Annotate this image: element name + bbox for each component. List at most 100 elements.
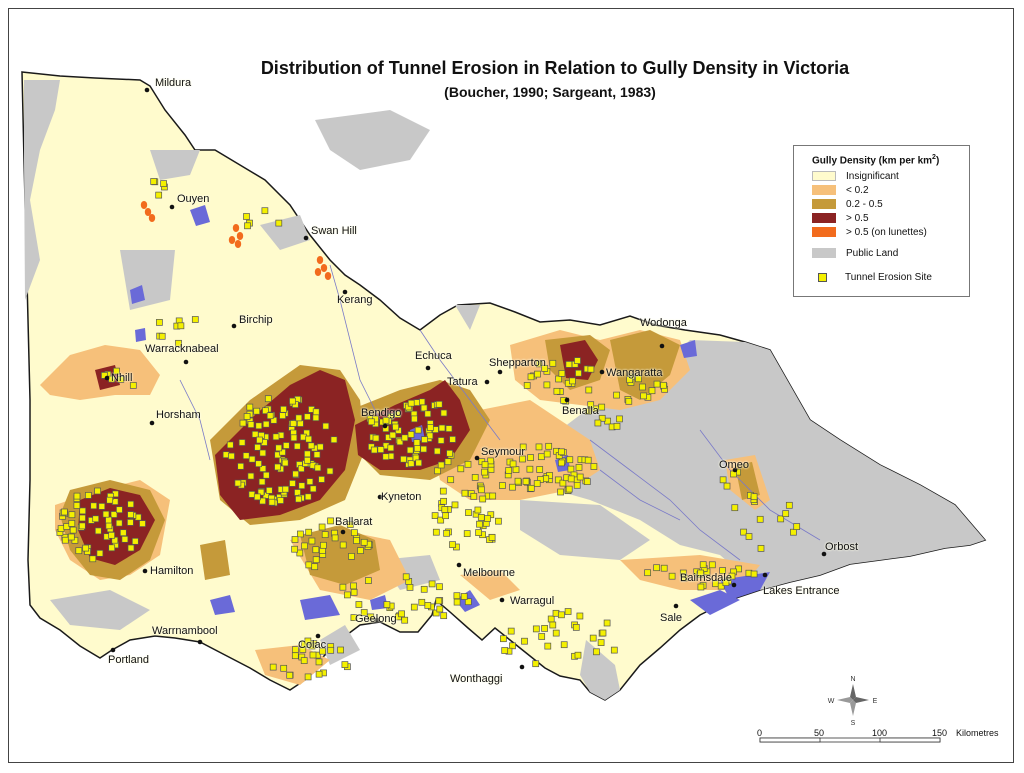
town-dot — [821, 551, 827, 557]
tunnel-erosion-site-marker — [436, 605, 444, 613]
tunnel-erosion-site-marker — [471, 474, 479, 481]
tunnel-erosion-site-marker — [286, 671, 294, 679]
tunnel-erosion-site-marker — [509, 483, 516, 491]
tunnel-erosion-site-marker — [435, 400, 443, 408]
tunnel-erosion-site-marker — [593, 648, 600, 656]
town-dot — [197, 639, 203, 645]
tunnel-erosion-site-marker — [277, 497, 284, 504]
tunnel-erosion-site-marker — [272, 433, 280, 441]
tunnel-erosion-site-marker — [289, 397, 296, 405]
tunnel-erosion-site-marker — [406, 446, 414, 454]
tunnel-erosion-site-marker — [697, 583, 705, 591]
tunnel-erosion-site-marker — [105, 522, 113, 530]
tunnel-erosion-site-marker — [291, 545, 298, 553]
tunnel-erosion-site-marker — [239, 419, 247, 427]
tunnel-erosion-site-marker — [281, 459, 289, 467]
tunnel-erosion-site-marker — [584, 456, 592, 464]
tunnel-erosion-site-marker — [255, 460, 262, 468]
water-body — [690, 590, 740, 615]
tunnel-erosion-site-marker — [589, 634, 597, 642]
tunnel-erosion-site-marker — [598, 403, 606, 411]
tunnel-erosion-site-marker — [439, 487, 447, 495]
tunnel-erosion-site-marker — [453, 598, 461, 606]
tunnel-erosion-site-marker — [434, 467, 441, 475]
tunnel-erosion-site-marker — [253, 407, 261, 415]
tunnel-erosion-site-marker — [740, 528, 747, 536]
tunnel-erosion-site-marker — [262, 407, 269, 415]
legend-item-mid: 0.2 - 0.5 — [812, 198, 883, 210]
lunette-patch — [148, 214, 156, 222]
tunnel-erosion-site-marker — [512, 466, 520, 473]
tunnel-erosion-site-marker — [382, 416, 390, 424]
water-body — [680, 340, 697, 358]
tunnel-erosion-site-marker — [558, 459, 565, 467]
tunnel-erosion-site-marker — [639, 383, 646, 391]
tunnel-erosion-site-marker — [782, 510, 790, 517]
tunnel-erosion-site-marker — [318, 476, 325, 483]
tunnel-erosion-site-marker — [320, 541, 327, 549]
tunnel-erosion-site-marker — [191, 316, 199, 323]
tunnel-erosion-site-marker — [131, 537, 139, 545]
tunnel-erosion-site-marker — [599, 629, 607, 637]
gully-mid-area — [735, 462, 760, 500]
tunnel-erosion-site-marker — [243, 213, 250, 220]
tunnel-erosion-site-marker — [264, 395, 272, 403]
tunnel-erosion-site-marker — [410, 603, 418, 611]
tunnel-erosion-site-marker — [243, 413, 251, 420]
tunnel-erosion-site-marker — [532, 660, 540, 668]
tunnel-erosion-site-marker — [435, 597, 443, 605]
tunnel-erosion-site-marker — [558, 611, 565, 619]
tunnel-erosion-site-marker — [499, 482, 506, 489]
tunnel-erosion-site-marker — [474, 506, 482, 514]
tunnel-erosion-site-marker — [382, 453, 390, 461]
tunnel-erosion-site-marker — [437, 461, 445, 469]
town-dot — [340, 529, 346, 535]
tunnel-erosion-site-marker — [127, 511, 134, 518]
place-label: Tatura — [447, 376, 478, 388]
tunnel-erosion-site-marker — [543, 450, 551, 458]
lunette-patch — [314, 268, 322, 276]
tunnel-erosion-site-marker — [78, 522, 86, 530]
tunnel-erosion-site-marker — [719, 476, 727, 484]
tunnel-erosion-site-marker — [262, 420, 270, 428]
tunnel-erosion-site-marker — [282, 442, 290, 449]
place-label: Horsham — [156, 409, 201, 421]
tunnel-erosion-site-marker — [790, 528, 797, 536]
scale-tick-label: 100 — [872, 728, 888, 738]
tunnel-erosion-site-marker — [558, 370, 566, 377]
tunnel-erosion-site-marker — [331, 534, 339, 542]
tunnel-erosion-site-marker — [113, 367, 120, 375]
place-label: Kyneton — [381, 491, 422, 503]
tunnel-erosion-site-marker — [441, 506, 449, 513]
tunnel-erosion-site-marker — [370, 446, 378, 454]
tunnel-erosion-site-marker — [269, 663, 277, 671]
tunnel-erosion-site-marker — [722, 579, 730, 586]
tunnel-erosion-site-marker — [367, 613, 375, 621]
tunnel-erosion-site-marker — [426, 432, 434, 440]
tunnel-erosion-site-marker — [85, 492, 92, 499]
tunnel-erosion-site-marker — [407, 431, 415, 438]
tunnel-erosion-site-marker — [326, 467, 334, 475]
town-dot — [382, 423, 388, 429]
tunnel-erosion-site-marker — [470, 492, 478, 500]
tunnel-erosion-site-marker — [440, 612, 448, 620]
tunnel-erosion-site-marker — [258, 478, 266, 486]
water-body — [135, 328, 146, 342]
tunnel-erosion-site-marker — [389, 431, 397, 439]
place-label: Omeo — [719, 459, 749, 471]
tunnel-erosion-site-marker — [304, 413, 311, 421]
tunnel-erosion-site-marker — [526, 465, 534, 473]
legend-label: < 0.2 — [846, 184, 869, 196]
tunnel-erosion-site-marker — [353, 537, 360, 544]
tunnel-erosion-site-marker — [94, 527, 102, 535]
place-label: Ouyen — [177, 193, 210, 205]
tunnel-erosion-site-marker — [668, 572, 676, 580]
public-land-area — [50, 590, 150, 630]
town-dot — [231, 323, 237, 329]
tunnel-erosion-site-marker — [387, 444, 395, 452]
tunnel-erosion-site-marker — [449, 541, 456, 548]
tunnel-erosion-site-marker — [442, 512, 449, 520]
tunnel-erosion-site-marker — [67, 533, 75, 541]
tunnel-erosion-site-marker — [427, 424, 434, 431]
place-label: Melbourne — [463, 567, 515, 579]
